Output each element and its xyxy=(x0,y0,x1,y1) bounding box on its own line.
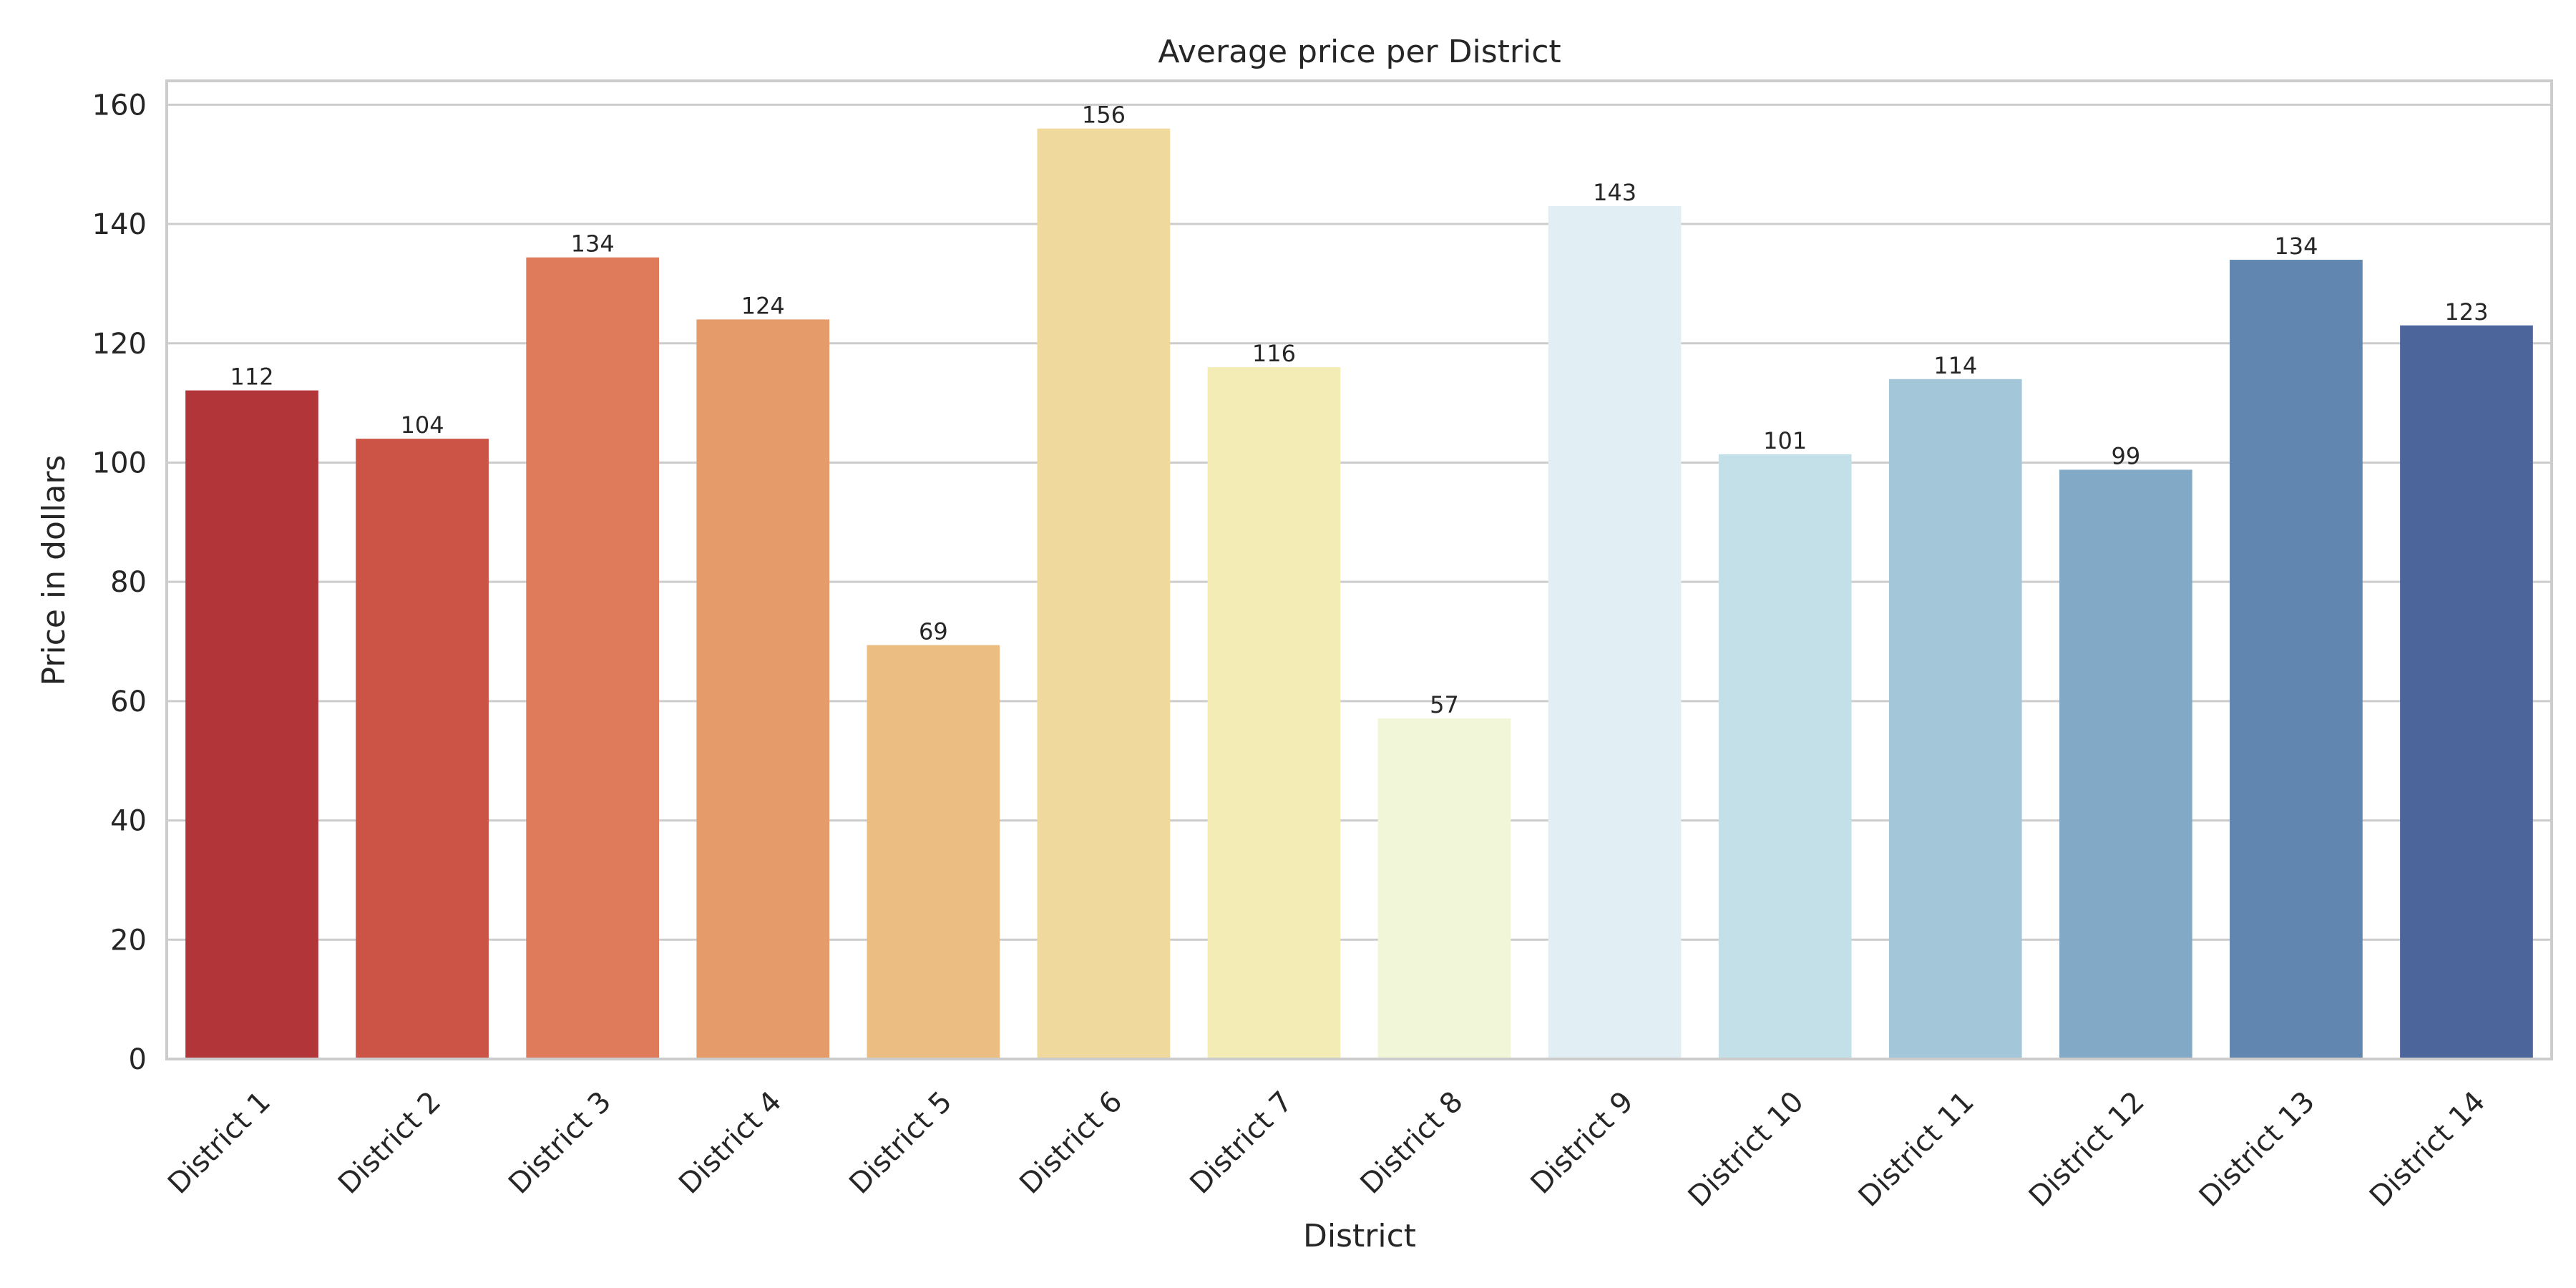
bar xyxy=(185,390,318,1059)
y-tick-label: 80 xyxy=(110,566,147,599)
plot-frame xyxy=(165,79,2553,1060)
bar xyxy=(867,645,1000,1059)
y-axis-ticks: 0 20 40 60 80 100 120 140 160 xyxy=(92,89,147,1076)
bar-value-label: 124 xyxy=(741,292,785,319)
bar-value-label: 99 xyxy=(2111,442,2140,469)
y-tick-label: 0 xyxy=(129,1043,147,1076)
bar xyxy=(1548,206,1682,1059)
bar xyxy=(2059,469,2192,1059)
bar xyxy=(1888,379,2022,1059)
y-tick-label: 100 xyxy=(92,447,147,479)
bar-value-label: 57 xyxy=(1430,691,1459,718)
chart-title: Average price per District xyxy=(1158,34,1561,70)
bar-value-label: 134 xyxy=(2274,233,2318,260)
bar xyxy=(1377,718,1511,1059)
bar xyxy=(356,439,489,1059)
bar-value-label: 101 xyxy=(1763,427,1807,454)
bar-value-label: 104 xyxy=(401,411,444,439)
bar-value-label: 114 xyxy=(1933,352,1977,379)
y-axis-label: Price in dollars xyxy=(36,455,72,686)
y-tick-label: 40 xyxy=(110,805,147,838)
y-tick-label: 140 xyxy=(92,208,147,241)
bar xyxy=(1037,128,1171,1060)
x-axis-label: District xyxy=(1303,1218,1416,1254)
bar xyxy=(2400,325,2533,1059)
bar-value-label: 69 xyxy=(919,618,948,645)
bar-value-label: 143 xyxy=(1593,179,1636,206)
bar-value-label: 123 xyxy=(2444,298,2488,326)
bar xyxy=(2230,260,2363,1059)
bar-value-label: 156 xyxy=(1082,102,1126,129)
bars xyxy=(185,128,2533,1060)
data-labels: 112 104 134 124 69 156 116 57 143 101 114 99 134 123 xyxy=(230,102,2488,718)
y-tick-label: 60 xyxy=(110,686,147,718)
y-tick-label: 120 xyxy=(92,328,147,361)
y-tick-label: 160 xyxy=(92,89,147,122)
bar xyxy=(696,319,830,1059)
y-tick-label: 20 xyxy=(110,924,147,957)
bar-value-label: 116 xyxy=(1252,340,1296,367)
bar xyxy=(1207,367,1341,1059)
bar xyxy=(1718,454,1852,1059)
bar-value-label: 112 xyxy=(230,364,273,391)
bar xyxy=(526,257,660,1060)
bar-value-label: 134 xyxy=(571,230,615,258)
